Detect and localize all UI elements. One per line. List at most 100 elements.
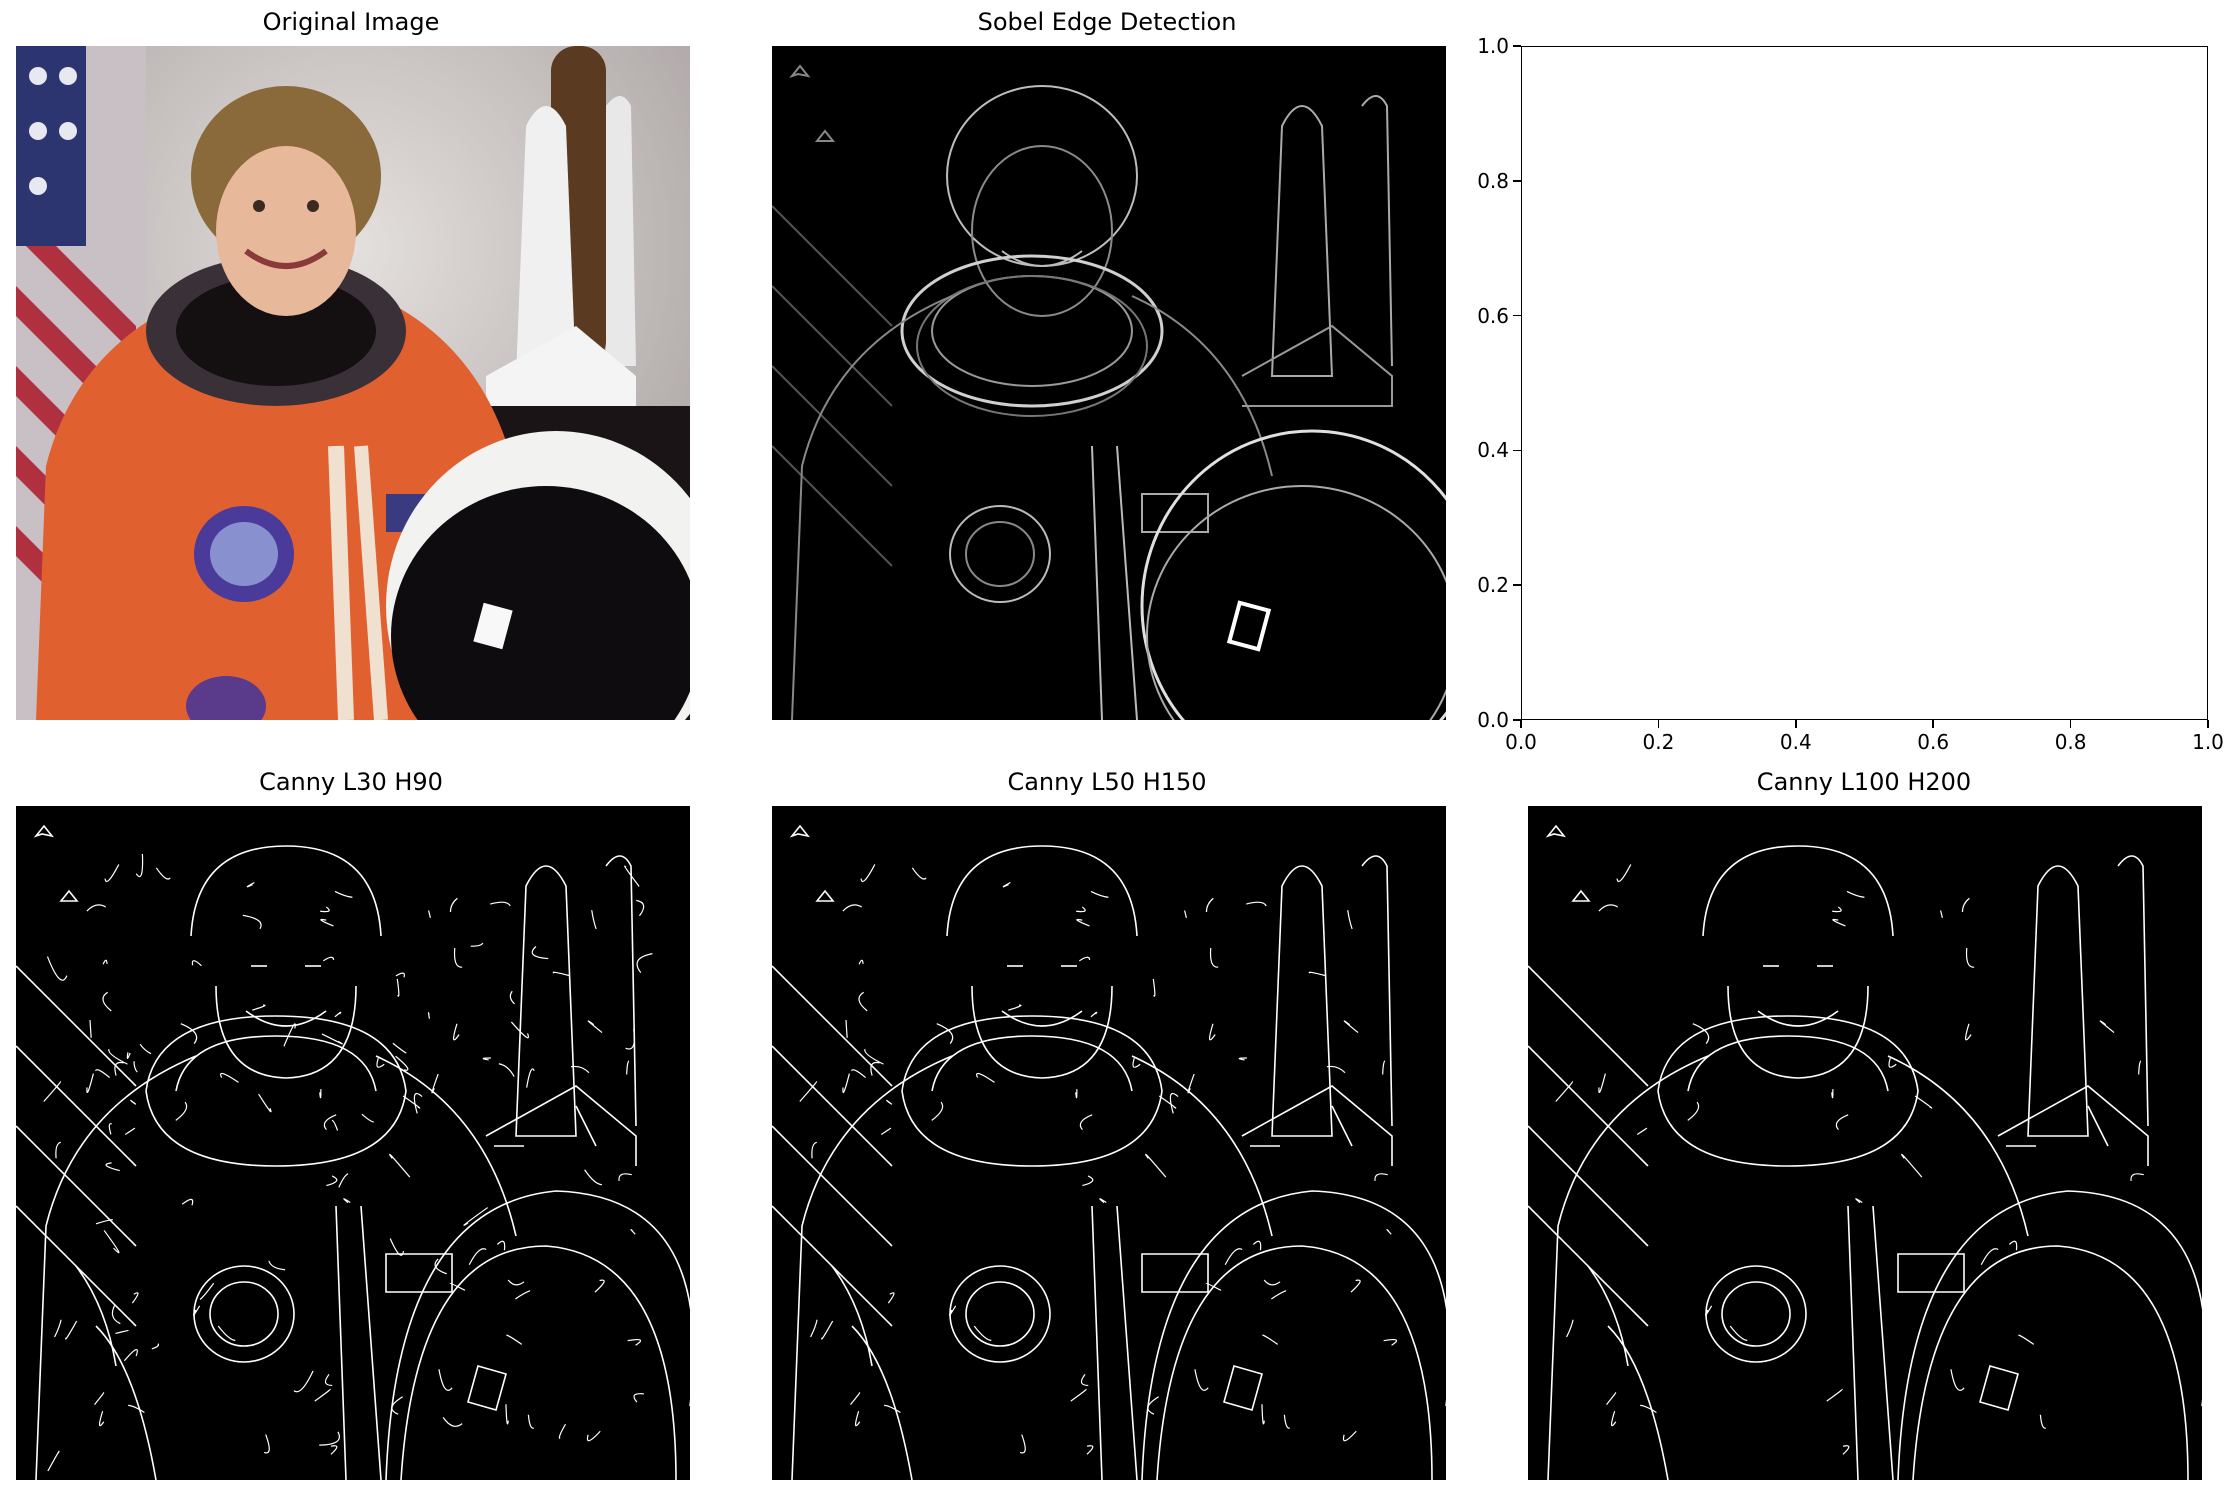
edge-fragment [334,1011,342,1018]
edge-fragment [636,953,653,973]
edge-fragment [885,1099,893,1105]
edge-line [1721,1281,1791,1347]
edge-fragment [1842,1445,1850,1455]
edge-line [209,1281,279,1347]
edge-line [1091,1205,1103,1480]
edge-line [1687,1035,1889,1092]
edge-fragment [1261,1404,1265,1425]
edge-fragment [1079,956,1091,962]
edge-line [75,1265,117,1367]
edge-fragment [252,1004,266,1011]
x-tick-label: 0.2 [1642,730,1675,754]
edge-fragment [1347,910,1353,930]
edge-line [1872,1205,1894,1480]
edge-fragment [126,1052,131,1060]
edge-fragment [1566,1319,1574,1338]
edge-line [2027,865,2089,1137]
edge-fragment [46,956,68,981]
edge-fragment [129,1099,137,1105]
edge-fragment [570,1065,590,1074]
edge-fragment [858,959,864,965]
y-tick [1513,180,1521,182]
edge-fragment [1145,1153,1167,1178]
edge-fragment [1090,890,1109,898]
edge-drawing [1528,824,2202,1480]
edge-fragment [505,1334,523,1345]
edge-fragment [1079,1114,1093,1130]
edge-fragment [1082,1175,1094,1187]
edge-fragment [395,972,405,978]
edge-fragment [1205,1282,1222,1291]
edge-fragment [1187,1073,1195,1094]
edge-fragment [811,1141,818,1159]
edge-fragment [505,1404,509,1425]
edge-fragment [1152,978,1156,997]
edge-fragment [552,971,571,977]
edge-fragment [931,1101,944,1121]
edge-fragment [1598,904,1619,912]
edge-fragment [314,1388,331,1402]
edge-fragment [319,1431,340,1446]
edge-line [1271,865,1333,1137]
canny-l30-title: Canny L30 H90 [259,768,443,796]
edge-fragment [389,1238,405,1256]
edge-fragment [936,1023,954,1045]
edge-fragment [331,1119,339,1131]
edge-line [485,1085,637,1166]
x-tick-label: 0.6 [1917,730,1950,754]
edge-fragment [1019,1434,1026,1454]
edge-fragment [55,1141,62,1159]
edge-fragment [864,1048,884,1065]
edge-fragment [108,1123,112,1135]
edge-fragment [86,904,107,912]
original-image-title: Original Image [262,8,440,36]
edge-line [1887,1055,2029,1237]
edge-fragment [427,1012,431,1019]
edge-fragment [123,1349,138,1362]
edge-fragment [1076,918,1090,927]
edge-fragment [1326,1065,1346,1074]
edge-fragment [65,1320,78,1340]
edge-line [1912,1245,2189,1480]
edge-line [385,1190,690,1480]
edge-line [400,1245,677,1480]
edge-line [772,965,893,1087]
y-tick-label: 0.0 [1477,708,1509,732]
edge-fragment [1940,910,1943,918]
y-tick-label: 0.6 [1477,303,1509,328]
edge-fragment [1099,1198,1107,1204]
y-tick [1513,449,1521,452]
edge-fragment [510,1021,529,1039]
edge-fragment [453,1023,460,1041]
edge-fragment [1205,897,1214,912]
edge-fragment [1169,1092,1179,1114]
edge-line [1587,1265,1629,1367]
edge-fragment [1382,1060,1386,1075]
edge-fragment [135,853,144,878]
edge-fragment [887,1292,895,1304]
edge-line [1547,1055,1709,1480]
edge-line [215,985,357,1079]
edge-fragment [114,1061,124,1076]
edge-fragment [1687,1101,1700,1121]
edge-line [772,1125,893,1247]
edge-fragment [636,899,645,917]
edge-fragment [1965,1023,1972,1041]
edge-fragment [1184,910,1187,918]
edge-line [1607,1325,1669,1480]
edge-fragment [155,867,171,880]
edge-fragment [627,1339,642,1346]
edge-fragment [1075,1089,1078,1099]
edge-fragment [95,1219,113,1225]
edge-fragment [131,1292,139,1304]
edge-fragment [263,1434,270,1454]
edge-fragment [334,890,353,898]
edge-fragment [463,1207,488,1226]
edge-fragment [1008,1004,1022,1011]
edge-fragment [199,1282,215,1300]
edge-fragment [1342,1430,1357,1442]
edge-drawing [772,824,1446,1480]
edge-fragment [948,1305,957,1316]
edge-fragment [133,1061,138,1073]
canny-l50-image [772,806,1446,1480]
